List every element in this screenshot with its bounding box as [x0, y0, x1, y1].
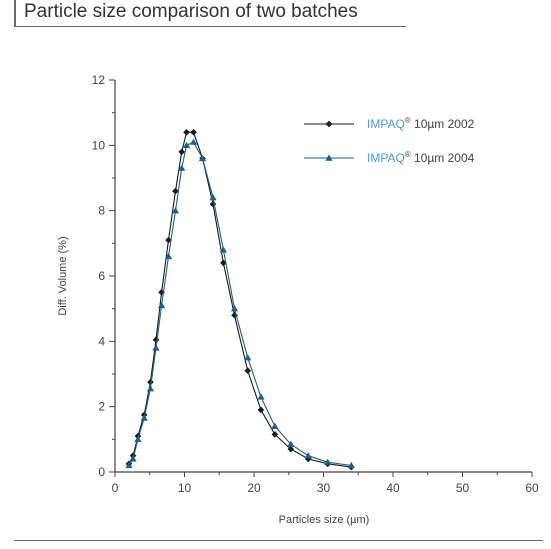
- series-1-point: [178, 148, 186, 156]
- y-tick-label: 4: [98, 334, 105, 348]
- series-2: [125, 138, 355, 469]
- y-axis-title: Diff. Volume (%): [57, 236, 69, 315]
- series-1-point: [287, 445, 295, 453]
- legend-entry-2: IMPAQ® 10µm 2004: [304, 150, 475, 165]
- series-2-point: [171, 207, 180, 214]
- series-1-point: [257, 406, 265, 414]
- legend-marker: [325, 120, 333, 128]
- series-1-point: [244, 367, 252, 375]
- series-2-point: [304, 452, 312, 459]
- y-tick-label: 12: [92, 73, 106, 87]
- series-2-point: [178, 164, 186, 171]
- y-tick-label: 8: [98, 204, 105, 218]
- series-1-point: [147, 378, 154, 386]
- series-1-point: [152, 336, 160, 343]
- legend-label: IMPAQ® 10µm 2002: [367, 116, 475, 131]
- series-2-point: [347, 461, 355, 469]
- series-2-point: [219, 246, 228, 253]
- x-tick-label: 10: [178, 481, 192, 495]
- chart-title: Particle size comparison of two batches: [24, 1, 358, 22]
- y-tick-label: 10: [92, 138, 106, 152]
- legend-marker: [325, 154, 333, 161]
- x-tick-label: 60: [525, 481, 539, 495]
- legend-entry-1: IMPAQ® 10µm 2002: [304, 116, 475, 131]
- x-tick-label: 50: [456, 481, 470, 495]
- series-2-point: [164, 252, 173, 260]
- series-1-point: [231, 311, 238, 319]
- series-2-point: [146, 385, 155, 392]
- y-tick-label: 6: [98, 269, 105, 283]
- series-1-point: [183, 128, 190, 136]
- series-2-point: [157, 301, 166, 309]
- series-1-point: [172, 187, 179, 195]
- series-2-point: [209, 194, 217, 201]
- series-2-point: [244, 354, 252, 361]
- series-1-point: [220, 259, 227, 267]
- axes: 0 10 20 30 40 50 60 0 2 4 6 8 10 12: [92, 73, 539, 495]
- legend: IMPAQ® 10µm 2002 IMPAQ® 10µm 2004: [304, 116, 475, 165]
- series-2-point: [287, 440, 295, 447]
- bottom-divider: [14, 540, 543, 541]
- series-2-point: [140, 414, 148, 421]
- series-layer: [125, 128, 355, 471]
- x-tick-label: 30: [317, 481, 331, 495]
- x-axis-title: Particles size (µm): [279, 514, 370, 526]
- series-2-point: [257, 393, 265, 400]
- series-1: [125, 128, 355, 471]
- series-2-point: [271, 422, 279, 429]
- series-2-point: [125, 461, 133, 469]
- series-2-point: [189, 138, 198, 145]
- series-2-point: [129, 455, 137, 462]
- x-tick-label: 0: [112, 481, 119, 495]
- series-2-point: [198, 154, 207, 162]
- series-2-point: [182, 141, 191, 149]
- series-1-point: [190, 128, 197, 136]
- series-1-point: [271, 431, 279, 438]
- series-2-point: [152, 344, 160, 351]
- series-2-point: [230, 305, 239, 312]
- x-tick-label: 20: [247, 481, 261, 495]
- y-tick-label: 0: [98, 465, 105, 479]
- series-1-point: [165, 236, 172, 244]
- series-2-point: [324, 458, 332, 465]
- title-bar: Particle size comparison of two batches: [14, 0, 406, 27]
- series-2-point: [134, 435, 142, 443]
- legend-label: IMPAQ® 10µm 2004: [367, 150, 475, 165]
- x-tick-label: 40: [386, 481, 400, 495]
- y-tick-label: 2: [98, 400, 105, 414]
